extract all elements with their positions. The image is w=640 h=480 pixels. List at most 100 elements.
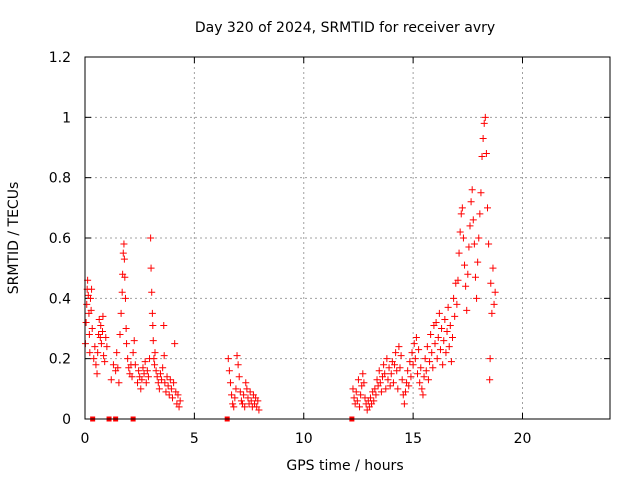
data-point	[88, 285, 96, 293]
data-point	[154, 379, 162, 387]
data-point	[147, 264, 155, 272]
data-point	[381, 370, 389, 378]
data-point	[141, 358, 149, 366]
y-tick-label: 0.8	[49, 171, 71, 187]
data-point	[428, 349, 436, 357]
data-point	[468, 186, 476, 194]
data-point	[435, 309, 443, 317]
data-point	[377, 388, 385, 396]
data-point	[139, 364, 147, 372]
data-point	[114, 364, 122, 372]
data-point	[387, 370, 395, 378]
data-point	[109, 361, 117, 369]
data-point	[484, 204, 491, 212]
y-tick-label: 0	[62, 412, 71, 428]
data-point	[143, 367, 151, 375]
data-point	[234, 361, 242, 369]
data-point	[255, 406, 263, 414]
data-point	[433, 355, 441, 363]
y-tick-label: 0.2	[49, 352, 71, 368]
data-point	[423, 343, 431, 351]
data-point	[165, 391, 173, 399]
chart-title: Day 320 of 2024, SRMTID for receiver avr…	[195, 20, 495, 36]
data-point	[384, 376, 392, 384]
data-point	[122, 325, 130, 332]
data-point	[117, 309, 125, 317]
data-point	[148, 309, 156, 317]
data-point	[456, 228, 464, 236]
data-point	[156, 370, 164, 378]
data-point	[107, 376, 115, 384]
data-point	[454, 276, 462, 284]
data-point	[171, 340, 179, 348]
data-point	[477, 189, 485, 197]
data-point	[121, 294, 129, 302]
data-point	[427, 331, 435, 339]
data-point	[410, 340, 418, 348]
data-point	[170, 379, 178, 387]
data-point	[236, 388, 244, 396]
data-point	[163, 373, 171, 381]
plot-frame	[84, 56, 611, 420]
data-point	[463, 306, 471, 314]
data-point	[411, 355, 419, 363]
x-tick-label: 5	[190, 431, 199, 447]
data-point	[372, 391, 380, 399]
data-point	[90, 355, 98, 363]
data-point	[412, 334, 420, 342]
data-point	[414, 370, 421, 378]
data-point	[82, 318, 90, 326]
data-point	[426, 358, 434, 366]
data-point	[366, 394, 374, 402]
data-point	[444, 303, 452, 311]
data-point	[465, 243, 473, 251]
data-point	[151, 349, 159, 357]
data-point	[486, 355, 494, 363]
data-point	[121, 273, 129, 281]
data-point	[469, 216, 477, 224]
data-point	[473, 294, 481, 302]
data-point	[129, 349, 137, 357]
data-point	[404, 367, 412, 375]
data-point	[467, 198, 475, 206]
data-point	[457, 210, 465, 218]
data-point	[422, 367, 430, 375]
data-point	[137, 385, 145, 393]
data-point	[225, 367, 233, 375]
data-point	[120, 240, 128, 248]
data-point	[455, 249, 463, 257]
data-point	[464, 270, 472, 278]
data-point	[160, 352, 168, 360]
data-point	[487, 279, 495, 287]
data-point	[349, 385, 357, 393]
data-point	[434, 334, 442, 342]
data-point	[386, 382, 394, 390]
data-point	[99, 328, 106, 336]
data-point	[92, 361, 100, 369]
data-point	[88, 325, 96, 332]
data-point	[431, 340, 439, 348]
data-point	[161, 379, 169, 387]
data-point	[87, 306, 95, 314]
data-point	[491, 288, 499, 296]
y-tick-label: 0.4	[49, 291, 71, 307]
data-point	[103, 343, 111, 351]
data-point	[138, 376, 146, 384]
data-point	[175, 403, 183, 411]
data-point	[241, 403, 249, 411]
data-point	[230, 403, 238, 411]
data-point	[405, 382, 413, 390]
data-point	[488, 309, 496, 317]
data-point	[226, 379, 234, 387]
data-point	[352, 388, 360, 396]
data-point	[119, 249, 127, 257]
data-point	[371, 385, 379, 393]
data-point	[130, 337, 138, 345]
data-point	[415, 346, 423, 354]
data-point	[124, 355, 132, 363]
data-point	[237, 397, 245, 405]
data-point	[142, 379, 150, 387]
data-point	[401, 388, 409, 396]
data-point	[149, 321, 157, 329]
x-tick-label: 15	[404, 431, 422, 447]
